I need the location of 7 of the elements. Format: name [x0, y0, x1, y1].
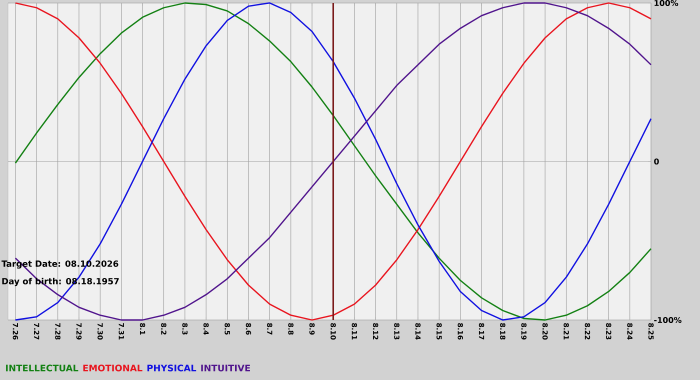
- y-tick-label: 100%: [654, 0, 678, 6]
- text: INTUITIVE: [201, 364, 250, 372]
- text: EMOTIONAL: [83, 364, 142, 372]
- y-tick-label: 0: [654, 158, 659, 165]
- text: PHYSICAL: [147, 364, 196, 372]
- y-tick-label: -100%: [654, 316, 682, 324]
- text: INTELLECTUAL: [6, 364, 78, 372]
